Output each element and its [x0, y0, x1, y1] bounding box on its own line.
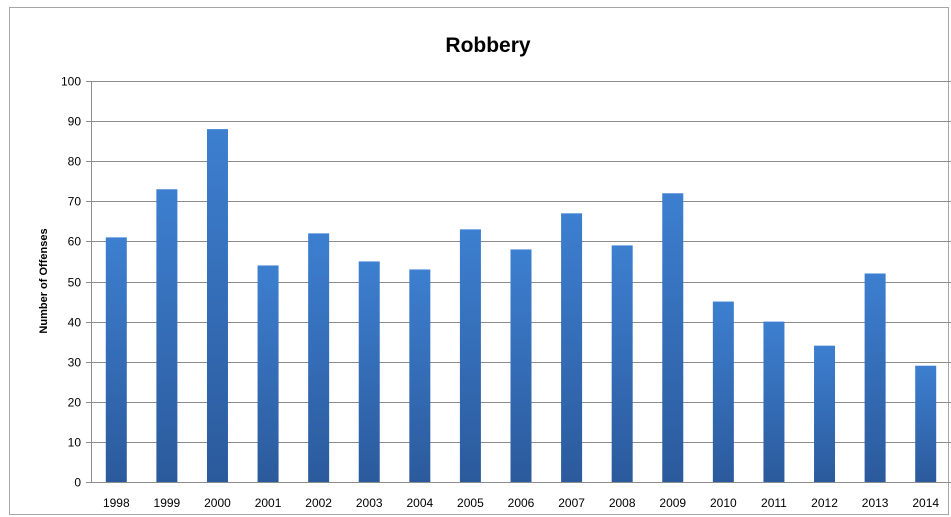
x-tick-labels: 1998 1999 2000 2001 2002 2003 2004 2005 2006 2007… [103, 496, 939, 510]
y-tick-label: 100 [61, 75, 81, 89]
x-tick-label: 2013 [862, 496, 889, 510]
y-axis-label: Number of Offenses [38, 228, 50, 333]
y-tick-label: 60 [68, 235, 82, 249]
y-tick-label: 0 [74, 476, 81, 490]
bar-2010 [712, 301, 734, 482]
y-tick-label: 30 [68, 356, 82, 370]
x-tick-label: 2000 [204, 496, 231, 510]
y-tick-label: 40 [68, 316, 82, 330]
x-tick-label: 1998 [103, 496, 130, 510]
gridlines [86, 81, 951, 483]
x-tick-label: 2011 [761, 496, 787, 510]
bar-2012 [814, 345, 836, 482]
y-tick-labels: 0 10 20 30 40 50 60 70 80 90 100 [61, 75, 81, 490]
bar-2014 [915, 365, 937, 482]
y-tick-label: 90 [68, 115, 82, 129]
x-tick-label: 2007 [558, 496, 585, 510]
x-tick-label: 2006 [508, 496, 535, 510]
y-tick-label: 10 [68, 436, 82, 450]
bar-1999 [156, 189, 178, 482]
bar-2011 [763, 321, 785, 482]
y-tick-label: 20 [68, 396, 82, 410]
x-tick-label: 2014 [912, 496, 939, 510]
x-tick-label: 2003 [356, 496, 383, 510]
bar-2000 [206, 129, 228, 482]
x-tick-label: 2009 [659, 496, 686, 510]
x-tick-label: 2010 [710, 496, 737, 510]
bar-2007 [561, 213, 583, 482]
bar-2002 [308, 233, 330, 482]
x-tick-label: 2004 [406, 496, 433, 510]
bar-2001 [257, 265, 279, 482]
bar-2009 [662, 193, 684, 482]
bar-2006 [510, 249, 532, 482]
x-tick-label: 2001 [255, 496, 282, 510]
bar-1998 [105, 237, 127, 482]
x-tick-label: 2005 [457, 496, 484, 510]
chart-title: Robbery [445, 34, 531, 57]
bar-2008 [611, 245, 633, 482]
bar-2004 [409, 269, 431, 482]
x-tick-label: 1999 [154, 496, 181, 510]
y-tick-label: 50 [68, 276, 82, 290]
y-tick-label: 70 [68, 195, 82, 209]
bar-2013 [864, 273, 886, 482]
x-tick-label: 2002 [305, 496, 332, 510]
bar-2005 [459, 229, 481, 482]
x-tick-label: 2008 [609, 496, 636, 510]
x-tick-label: 2012 [811, 496, 838, 510]
y-tick-label: 80 [68, 155, 82, 169]
bars [105, 129, 937, 482]
bar-2003 [358, 261, 380, 482]
